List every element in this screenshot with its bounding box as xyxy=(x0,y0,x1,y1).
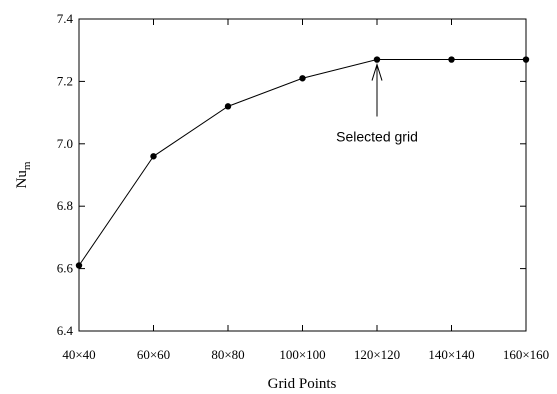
x-axis: 40×40 60×60 80×80 100×100 120×120 140×140 160×… xyxy=(62,19,549,362)
y-tick-label: 7.2 xyxy=(57,73,73,88)
x-tick-label: 80×80 xyxy=(211,347,244,362)
x-tick-label: 160×160 xyxy=(503,347,549,362)
y-tick-label: 6.6 xyxy=(57,261,74,276)
y-axis-title-main: Nu xyxy=(14,170,30,189)
y-axis-title-subscript: m xyxy=(21,161,33,170)
x-tick-label: 40×40 xyxy=(62,347,95,362)
x-axis-title: Grid Points xyxy=(268,376,337,392)
plot-frame xyxy=(78,18,527,332)
x-tick-label: 140×140 xyxy=(428,347,474,362)
x-tick-label: 100×100 xyxy=(279,347,325,362)
annotation: Selected grid xyxy=(336,62,418,145)
y-axis: 6.4 6.6 6.8 7.0 7.2 7.4 xyxy=(57,11,526,338)
data-point xyxy=(373,56,381,63)
data-point xyxy=(448,56,455,63)
y-tick-label: 6.8 xyxy=(57,198,73,213)
data-point xyxy=(75,262,83,269)
y-tick-label: 7.4 xyxy=(57,11,74,26)
data-point xyxy=(150,153,157,160)
annotation-label: Selected grid xyxy=(336,129,418,145)
data-point xyxy=(224,103,232,110)
annotation-arrowhead xyxy=(371,62,383,81)
data-point xyxy=(299,75,306,82)
svg-text:Num: Num xyxy=(14,161,33,188)
y-tick-label: 7.0 xyxy=(57,136,73,151)
data-point xyxy=(522,56,530,63)
data-points xyxy=(75,56,530,269)
series-line xyxy=(78,59,526,266)
y-axis-title: Num xyxy=(14,161,33,188)
x-tick-label: 60×60 xyxy=(137,347,170,362)
y-tick-label: 6.4 xyxy=(57,323,74,338)
x-tick-label: 120×120 xyxy=(354,347,400,362)
